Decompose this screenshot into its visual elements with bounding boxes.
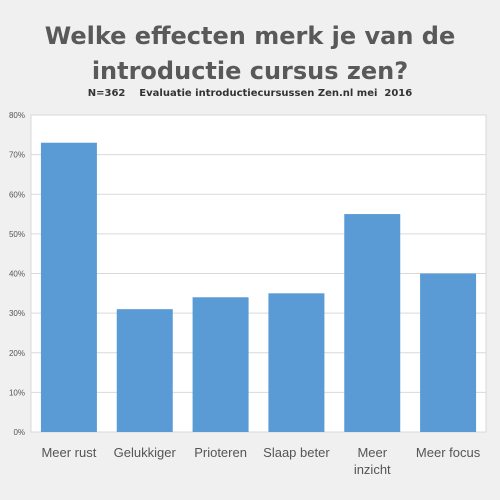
y-tick-label: 0% [13, 428, 25, 437]
bar [192, 297, 249, 432]
y-tick-label: 60% [9, 190, 25, 199]
bar [116, 309, 173, 432]
y-tick-label: 40% [9, 270, 25, 279]
x-category-label: Meer rust [41, 445, 96, 460]
bar [344, 214, 401, 432]
x-category-label: Prioteren [194, 445, 247, 460]
y-tick-label: 20% [9, 349, 25, 358]
chart-title-line-1: Welke effecten merk je van de [44, 22, 456, 50]
x-axis-labels: Meer rust Gelukkiger Prioteren Slaap beter M… [41, 445, 480, 477]
y-tick-label: 70% [9, 151, 25, 160]
bars [40, 142, 477, 433]
x-category-label: Slaap beter [263, 445, 330, 460]
y-axis-ticks: 0% 10% 20% 30% 40% 50% 60% 70% 80% [9, 111, 25, 437]
y-tick-label: 10% [9, 388, 25, 397]
chart-title-line-2: introductie cursus zen? [91, 57, 409, 85]
bar [40, 142, 97, 433]
y-tick-label: 30% [9, 309, 25, 318]
x-category-label: Gelukkiger [114, 445, 177, 460]
x-category-label: Meer focus [416, 445, 481, 460]
x-category-label: Meer inzicht [354, 445, 391, 477]
gridlines [31, 114, 486, 433]
bar [268, 293, 325, 432]
y-tick-label: 80% [9, 111, 25, 120]
bar [420, 273, 477, 432]
chart-subtitle: N=362 Evaluatie introductiecursussen Zen… [87, 88, 413, 99]
y-tick-label: 50% [9, 230, 25, 239]
